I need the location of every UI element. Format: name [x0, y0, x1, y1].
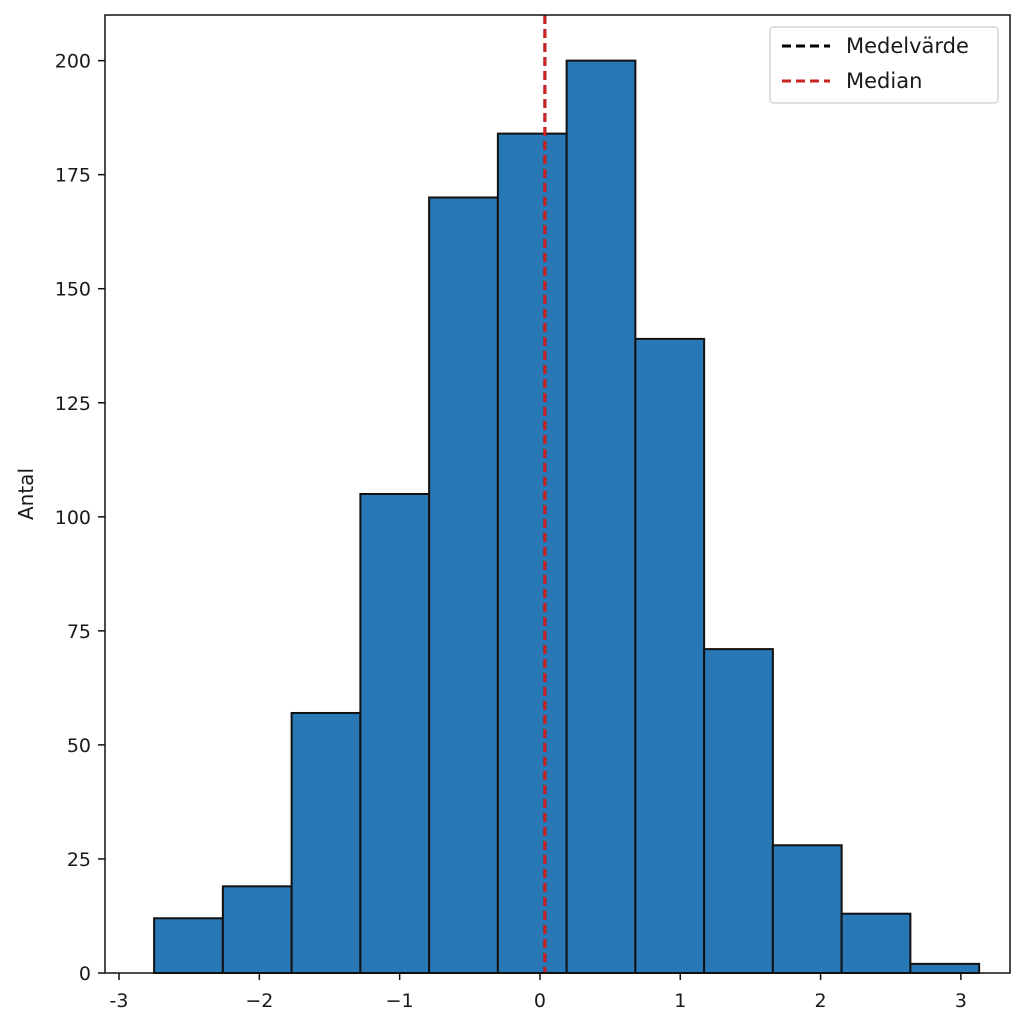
legend-entries: Medelvärde Median: [782, 34, 969, 93]
y-tick-label: 125: [55, 393, 91, 415]
legend: Medelvärde Median: [769, 26, 999, 104]
y-tick-label: 200: [55, 51, 91, 73]
bars-layer: [153, 59, 981, 975]
histogram-bar: [703, 648, 774, 974]
histogram-bar: [496, 132, 568, 975]
y-axis-label: Antal: [14, 468, 38, 520]
y-tick-label: 75: [67, 621, 91, 643]
y-tick-label: 0: [79, 963, 91, 985]
x-tick-label: 0: [534, 990, 546, 1012]
x-tick-label: −2: [245, 990, 273, 1012]
plot-frame: [104, 14, 1011, 974]
x-tick-label: 3: [955, 990, 967, 1012]
y-tick-label: 175: [55, 165, 91, 187]
legend-label: Medelvärde: [846, 34, 969, 58]
histogram-bar: [428, 196, 499, 974]
y-axis-ticks: 0 25 50 75 100 125 150 175 200: [55, 51, 105, 985]
y-tick-label: 150: [55, 279, 91, 301]
histogram-bar: [153, 917, 224, 974]
histogram-bar: [840, 912, 912, 975]
x-axis-ticks: -3 −2 −1 0 1 2 3: [110, 973, 967, 1012]
x-tick-label: -3: [110, 990, 129, 1012]
histogram-bar: [909, 962, 981, 975]
histogram-bar: [221, 885, 293, 974]
histogram-bar: [565, 59, 637, 975]
legend-label: Median: [846, 69, 922, 93]
histogram-bar: [634, 337, 706, 974]
y-tick-label: 50: [67, 735, 91, 757]
x-tick-label: 1: [674, 990, 686, 1012]
y-tick-label: 100: [55, 507, 91, 529]
x-tick-label: −1: [386, 990, 414, 1012]
y-tick-label: 25: [67, 849, 91, 871]
histogram-bar: [290, 711, 362, 974]
histogram-bar: [771, 844, 843, 974]
x-tick-label: 2: [815, 990, 827, 1012]
histogram-bar: [359, 493, 431, 974]
